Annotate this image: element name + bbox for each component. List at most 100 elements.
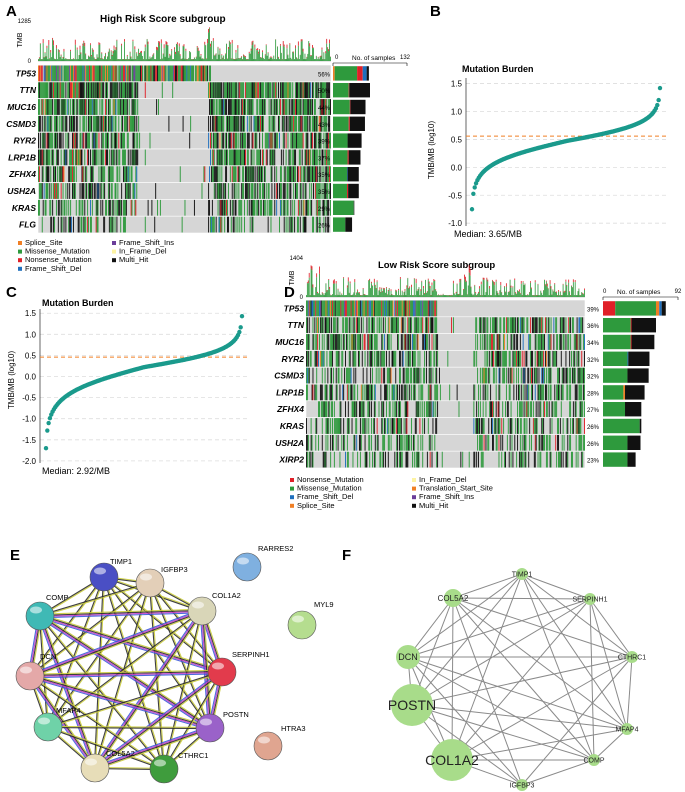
mutation-cell — [129, 183, 131, 199]
mutation-cell — [404, 317, 406, 334]
tmb-bar-top — [110, 50, 112, 52]
panel-d-sample-count-bars — [602, 296, 679, 467]
mutation-cell — [55, 82, 57, 99]
mutation-cell — [372, 384, 373, 401]
node-label: DCN — [398, 652, 418, 662]
tmb-bar — [205, 45, 207, 61]
tmb-bar — [562, 284, 564, 297]
mutation-cell — [236, 99, 238, 115]
mutation-cell — [329, 317, 331, 334]
mutation-cell — [71, 82, 73, 99]
tmb-bar — [216, 59, 218, 61]
mutation-cell — [219, 166, 221, 183]
mutation-cell — [56, 183, 58, 199]
mutation-cell — [332, 300, 333, 317]
mutation-cell — [388, 367, 390, 384]
mutation-cell — [73, 99, 75, 115]
mutation-cell — [345, 334, 347, 350]
mutation-cell — [478, 317, 480, 334]
tmb-bar-top — [564, 290, 566, 293]
mutation-cell — [342, 350, 344, 367]
mutation-cell — [81, 65, 83, 82]
mutation-cell — [266, 82, 268, 99]
network-edge — [29, 608, 202, 675]
tmb-bar — [424, 293, 425, 297]
mutation-cell — [433, 350, 435, 367]
mutation-cell — [225, 166, 227, 183]
mutation-cell — [243, 149, 245, 166]
mutation-cell — [306, 434, 307, 451]
tmb-bar-top — [459, 278, 461, 283]
mutation-cell — [407, 350, 409, 367]
mutation-cell — [570, 334, 572, 350]
mutation-cell — [217, 183, 219, 199]
mutation-cell — [313, 149, 315, 166]
network-edge — [39, 608, 202, 615]
mutation-cell — [289, 115, 291, 132]
mutation-cell — [277, 183, 279, 199]
mutation-cell — [299, 82, 301, 99]
mutation-cell — [330, 132, 331, 149]
tmb-bar — [514, 280, 516, 297]
tmb-bar-top — [510, 285, 512, 288]
node-label: MFAP4 — [56, 706, 81, 715]
gene-label: MUC16 — [7, 102, 36, 112]
mutation-cell — [410, 334, 412, 350]
mutation-cell — [330, 300, 332, 317]
mutation-cell — [424, 401, 426, 418]
mutation-cell — [45, 82, 47, 99]
panel-a-letter: A — [6, 3, 17, 20]
network-edge — [589, 598, 628, 730]
tmb-bar — [441, 295, 443, 297]
mutation-cell — [383, 317, 385, 334]
mutation-cell — [341, 367, 343, 384]
mutation-cell — [105, 199, 107, 216]
mutation-cell — [92, 132, 94, 149]
mutation-cell — [114, 216, 116, 233]
mutation-cell — [308, 451, 310, 468]
mutation-cell — [207, 65, 209, 82]
mutation-cell — [215, 216, 217, 233]
tmb-bar — [547, 288, 549, 297]
mutation-cell — [321, 99, 323, 115]
mutation-cell — [568, 317, 570, 334]
mutation-cell — [411, 384, 413, 401]
mutation-cell — [490, 317, 492, 334]
tmb-bar — [100, 58, 102, 61]
panel-d-mutation-grid — [305, 299, 586, 469]
mutation-cell — [431, 300, 433, 317]
tmb-bar — [500, 285, 502, 297]
mutation-cell — [110, 183, 112, 199]
tmb-bar — [86, 59, 88, 61]
mutation-cell — [313, 334, 315, 350]
tmb-bar — [321, 49, 323, 61]
mutation-cell — [321, 418, 323, 434]
mutation-cell — [547, 367, 549, 384]
mutation-cell — [102, 149, 104, 166]
tmb-bar-top — [231, 39, 233, 44]
mutation-cell — [403, 434, 405, 451]
tmb-bar-top — [130, 56, 132, 58]
mutation-cell — [406, 434, 408, 451]
mutation-cell — [527, 384, 529, 401]
tmb-bar-top — [519, 293, 521, 295]
mutation-cell — [319, 216, 321, 233]
tmb-bar — [431, 285, 433, 297]
mutation-cell — [118, 99, 120, 115]
tmb-bar-top — [329, 286, 331, 290]
mutation-cell — [260, 166, 262, 183]
mutation-cell — [122, 65, 124, 82]
mutation-cell — [518, 384, 520, 401]
mutation-cell — [311, 199, 313, 216]
mutation-cell — [225, 99, 227, 115]
tmb-bar — [523, 285, 525, 297]
tmb-bar — [261, 57, 262, 61]
mutation-cell — [49, 115, 51, 132]
mutation-cell — [219, 183, 221, 199]
mutation-cell — [326, 99, 328, 115]
tmb-bar-top — [453, 293, 455, 294]
mutation-cell — [386, 418, 388, 434]
tmb-bar — [122, 59, 123, 61]
mutation-cell — [279, 99, 281, 115]
mutation-cell — [432, 317, 434, 334]
